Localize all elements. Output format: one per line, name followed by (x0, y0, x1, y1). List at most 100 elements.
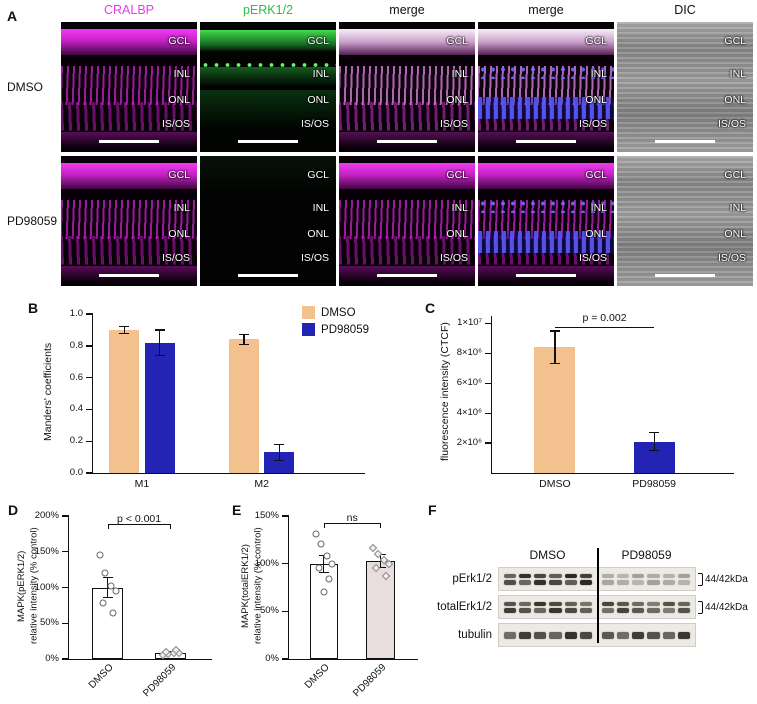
bar (229, 339, 259, 473)
y-tick-mark (485, 352, 492, 355)
micrograph-dmso-cralbp: GCL INL ONL IS/OS (61, 22, 197, 152)
blot-band (616, 608, 630, 613)
significance-bracket (554, 326, 655, 328)
layer-label-isos: IS/OS (300, 118, 329, 131)
bar (91, 587, 124, 659)
layer-label-inl: INL (312, 201, 329, 214)
dapi-inl-nuclei (478, 198, 614, 214)
blot-band (518, 631, 532, 639)
blot-lane (662, 568, 676, 590)
blot-band (616, 580, 630, 585)
group-labels: DMSO PD98059 (498, 548, 696, 562)
bar (309, 563, 338, 659)
error-bar-cap (238, 343, 249, 345)
blot-band (564, 573, 578, 578)
layer-label-onl: ONL (585, 93, 607, 106)
blot-lane (534, 596, 547, 618)
plot-area: 2×10⁶ 4×10⁶ 6×10⁶ 8×10⁶ 1×10⁷ DMSO PD98059 p = … (457, 312, 734, 490)
legend-label: PD98059 (321, 323, 369, 336)
y-tick-mark (282, 515, 289, 517)
blot-label: tubulin (458, 629, 492, 641)
y-tick-mark (485, 382, 492, 384)
molecular-weight-label: 44/42kDa (696, 600, 752, 614)
blot-lane (534, 568, 547, 590)
layer-label-inl: INL (729, 201, 746, 214)
layer-label-inl: INL (590, 201, 607, 214)
y-tick-label: 2×10⁶ (456, 437, 482, 449)
layer-label-gcl: GCL (585, 35, 607, 47)
blot-label: pErk1/2 (452, 573, 492, 585)
y-tick-label: 0% (265, 653, 279, 664)
blot-band (632, 601, 645, 606)
column-header-perk: pERK1/2 (242, 3, 294, 17)
blot-band (564, 580, 578, 585)
legend-entry: DMSO (302, 306, 369, 319)
bar (264, 452, 295, 473)
legend-swatch (302, 306, 316, 319)
micrograph-dmso-merge-dapi: GCL INL ONL IS/OS (478, 22, 614, 152)
layer-label-inl: INL (312, 67, 329, 80)
scale-bar (377, 273, 437, 277)
y-tick-mark (62, 515, 69, 517)
blot-lane (616, 624, 630, 646)
x-tick-label-text: PD98059 (351, 662, 389, 700)
kda-text: 44/42kDa (705, 601, 748, 613)
blot-band (662, 631, 676, 639)
layer-label-onl: ONL (585, 227, 607, 240)
y-tick-label: 0% (45, 653, 59, 664)
error-bar-cap (119, 332, 130, 334)
blot-band (678, 601, 691, 606)
blot-band (564, 601, 578, 606)
y-tick-mark (86, 313, 93, 315)
layer-label-onl: ONL (168, 93, 190, 106)
blot-band (616, 601, 630, 606)
scale-bar (377, 139, 437, 143)
layer-label-gcl: GCL (446, 35, 468, 47)
blot-band (518, 573, 532, 578)
layer-label-isos: IS/OS (578, 252, 607, 265)
error-bar-cap (549, 363, 560, 365)
scale-bar (655, 273, 715, 277)
y-tick-mark (485, 442, 492, 444)
micrograph-pd-merge: GCL INL ONL IS/OS (339, 156, 475, 286)
panel-e-letter: E (232, 502, 242, 518)
plot-area-wrap: 0% 50% 100% 150% 200% DMSO PD98059 p < 0.001 (35, 510, 212, 699)
panel-c-letter: C (425, 300, 436, 316)
layer-label-gcl: GCL (446, 169, 468, 181)
blot-band (549, 573, 562, 578)
panel-a-letter: A (7, 8, 18, 24)
data-point (317, 540, 325, 548)
y-tick-mark (86, 345, 93, 347)
column-header-merge-2: merge (528, 3, 564, 17)
micrograph-pd-perk: GCL INL ONL IS/OS (200, 156, 336, 286)
layer-label-gcl: GCL (168, 35, 190, 47)
layer-label-gcl: GCL (724, 35, 746, 47)
error-bar-cap (318, 571, 329, 573)
blot-lane (616, 568, 630, 590)
significance-bracket (107, 523, 171, 529)
blot-band (549, 601, 562, 606)
spacer (696, 548, 752, 562)
y-tick-label: 1×10⁷ (457, 317, 482, 329)
error-bar (653, 432, 655, 451)
blot-lane (678, 624, 691, 646)
plot-area-wrap: 0.0 0.2 0.4 0.6 0.8 1.0 M1 M2 DMSO PD98059 (70, 306, 369, 490)
layer-label-onl: ONL (446, 227, 468, 240)
significance-label: p < 0.001 (117, 512, 162, 525)
scale-bar (516, 273, 576, 277)
spacer (428, 548, 498, 562)
blot-band (503, 573, 516, 578)
blot-lane (601, 568, 614, 590)
x-tick-label: PD98059 (632, 478, 677, 490)
blot-band (601, 631, 614, 639)
molecular-weight-label: 44/42kDa (696, 572, 752, 586)
blot-band (549, 631, 562, 639)
error-bar (123, 326, 125, 334)
error-bar-cap (274, 443, 285, 445)
y-tick-label: 200% (34, 510, 59, 521)
y-tick-mark (485, 322, 492, 325)
data-point (96, 551, 104, 559)
plot-area: 0% 50% 100% 150% DMSO PD98059 ns (255, 510, 418, 699)
data-point (112, 587, 120, 595)
blot-band (601, 608, 614, 613)
